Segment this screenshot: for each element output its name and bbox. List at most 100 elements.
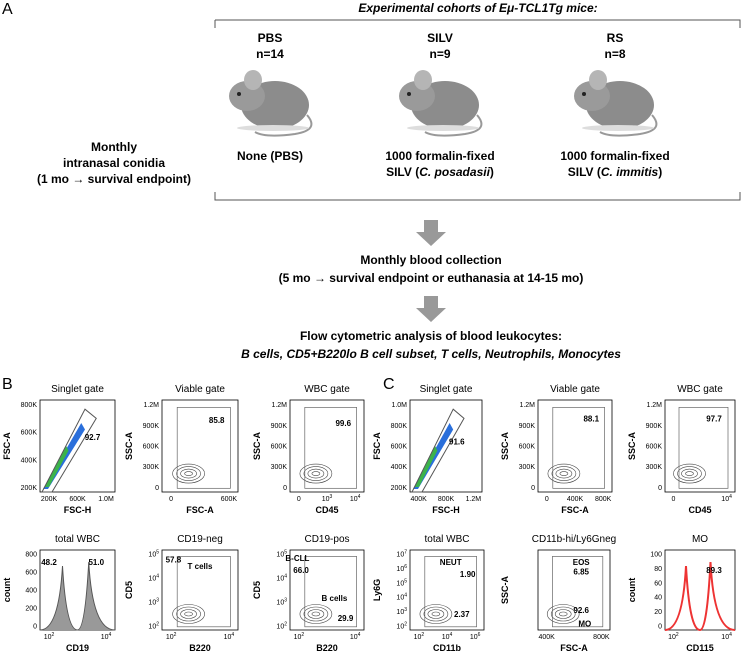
gate-label: 57.8 xyxy=(166,556,182,565)
mouse xyxy=(574,70,658,137)
plot-title: Singlet gate xyxy=(51,384,104,395)
tick-base: 10 xyxy=(322,496,330,503)
density-core xyxy=(415,446,438,487)
contour xyxy=(311,611,321,617)
gate-label: 1.90 xyxy=(460,570,476,579)
y-axis-label: SSC-A xyxy=(500,576,510,605)
y-tick-label: 300K xyxy=(519,464,536,471)
contour xyxy=(172,604,205,624)
plot-frame xyxy=(289,549,365,631)
y-tick-label: 600K xyxy=(391,444,408,451)
tick-exponent: 3 xyxy=(404,607,407,613)
mouse xyxy=(399,70,483,137)
x-tick-label: 106 xyxy=(470,632,481,641)
x-tick-label: 400K xyxy=(567,496,584,503)
gate xyxy=(424,556,477,628)
x-axis-label: FSC-A xyxy=(186,505,214,515)
collection: Monthly blood collection xyxy=(360,253,501,267)
y-tick-label: 600K xyxy=(519,444,536,451)
y-tick-label: 106 xyxy=(396,564,407,573)
tick-exponent: 4 xyxy=(231,632,234,638)
y-tick-label: 1.0M xyxy=(391,402,407,409)
x-tick-label: 104 xyxy=(721,632,732,641)
x-tick-label: 102 xyxy=(44,632,55,641)
mouse-shadow xyxy=(407,125,479,131)
tick-exponent: 6 xyxy=(478,632,481,638)
plot-frame xyxy=(664,399,736,493)
contour xyxy=(176,466,201,481)
contour xyxy=(184,611,193,617)
x-tick-label: 800K xyxy=(593,634,610,641)
y-tick-label: 1.2M xyxy=(519,402,535,409)
mouse-shadow xyxy=(237,125,309,131)
tick-base: 10 xyxy=(721,634,729,641)
y-tick-label: 600K xyxy=(21,430,38,437)
plot-title: CD11b-hi/Ly6Gneg xyxy=(532,534,617,545)
x-axis-label: CD45 xyxy=(688,505,711,515)
x-tick-label: 600K xyxy=(69,496,86,503)
tick-exponent: 2 xyxy=(52,632,55,638)
left-text: intranasal conidia xyxy=(63,156,165,170)
tick-base: 10 xyxy=(276,600,284,607)
y-axis-label: SSC-A xyxy=(627,432,637,461)
treatment: 1000 formalin-fixed xyxy=(560,149,669,163)
plot-title: MO xyxy=(692,534,708,545)
gate xyxy=(304,407,357,489)
x-tick-label: 400K xyxy=(410,496,427,503)
contour xyxy=(184,471,193,476)
contour xyxy=(559,471,569,476)
tick-exponent: 4 xyxy=(358,494,361,500)
tick-base: 10 xyxy=(148,624,156,631)
plot-title: CD19-pos xyxy=(304,534,349,545)
tick-exponent: 4 xyxy=(156,574,159,580)
treatment-part: ) xyxy=(490,165,494,179)
y-tick-label: 600 xyxy=(25,570,37,577)
plot-frame xyxy=(537,399,613,493)
y-tick-label: 20 xyxy=(654,609,662,616)
gate-label: 88.1 xyxy=(583,414,599,423)
cohort-name: SILV xyxy=(427,31,453,45)
y-axis-label: CD5 xyxy=(252,581,262,599)
cohort-n: n=14 xyxy=(256,47,284,61)
tick-base: 10 xyxy=(442,634,450,641)
y-tick-label: 102 xyxy=(276,622,287,631)
tick-exponent: 4 xyxy=(284,574,287,580)
mouse-eye xyxy=(582,92,586,96)
x-axis-label: FSC-A xyxy=(561,505,589,515)
tick-exponent: 2 xyxy=(404,622,407,628)
gate-label: 48.2 xyxy=(41,558,57,567)
gate-label: 6.85 xyxy=(573,568,589,577)
y-axis-label: count xyxy=(2,578,12,603)
y-tick-label: 400 xyxy=(25,588,37,595)
gate xyxy=(678,407,729,489)
contour xyxy=(419,604,453,624)
heading: Experimental cohorts of Eμ-TCL1Tg mice: xyxy=(358,1,597,15)
x-tick-label: 200K xyxy=(41,496,58,503)
plot-title: total WBC xyxy=(55,534,100,545)
gate-label: MO xyxy=(578,620,591,629)
x-axis-label: FSC-A xyxy=(560,643,588,653)
contour xyxy=(311,471,321,476)
y-tick-label: 105 xyxy=(396,578,407,587)
contour xyxy=(685,471,694,476)
treatment-part: SILV ( xyxy=(568,165,601,179)
y-tick-label: 0 xyxy=(155,485,159,492)
contour xyxy=(307,609,325,619)
panel-label: C xyxy=(383,376,395,393)
y-tick-label: 103 xyxy=(396,607,407,616)
gate-label: 29.9 xyxy=(338,614,354,623)
treatment: 1000 formalin-fixed xyxy=(385,149,494,163)
plot-frame xyxy=(409,399,483,493)
mouse-shadow xyxy=(582,125,654,131)
tick-base: 10 xyxy=(350,634,358,641)
x-tick-label: 800K xyxy=(438,496,455,503)
gate-label: 92.6 xyxy=(573,606,589,615)
mouse-ear xyxy=(589,70,607,90)
contour xyxy=(546,604,580,624)
y-tick-label: 0 xyxy=(33,624,37,631)
y-tick-label: 0 xyxy=(531,485,535,492)
tick-base: 10 xyxy=(350,496,358,503)
y-axis-label: count xyxy=(627,578,637,603)
contour xyxy=(551,466,577,481)
contour xyxy=(307,468,325,479)
